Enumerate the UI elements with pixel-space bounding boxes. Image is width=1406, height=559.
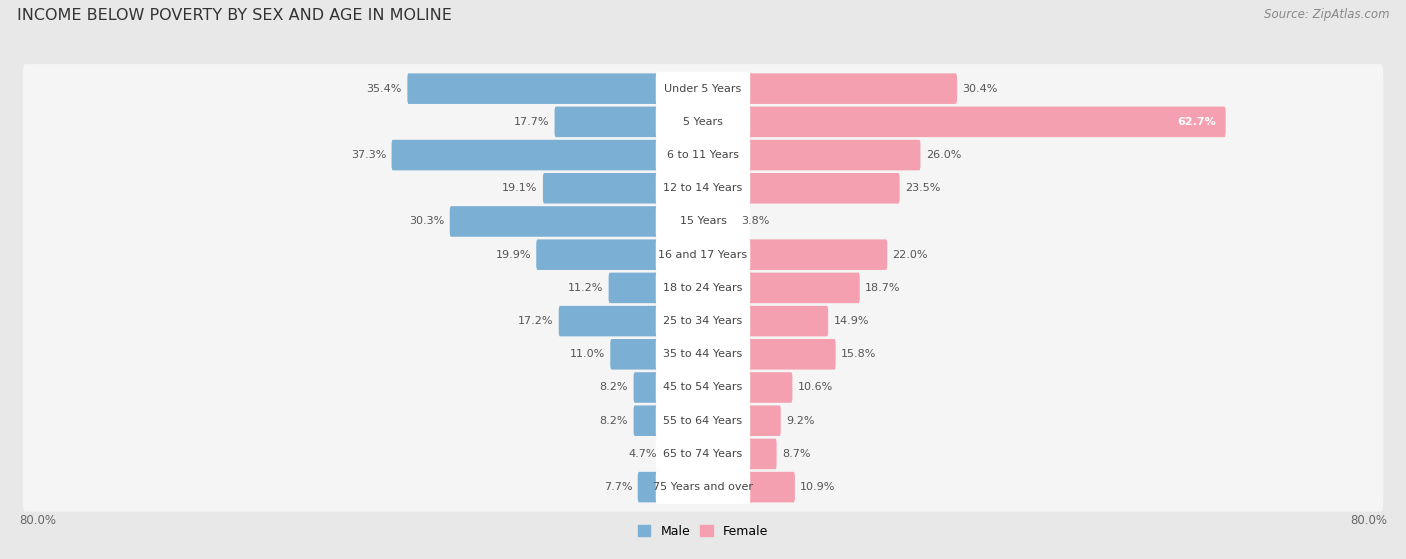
FancyBboxPatch shape — [702, 140, 921, 170]
Text: 30.3%: 30.3% — [409, 216, 444, 226]
FancyBboxPatch shape — [655, 205, 751, 238]
Text: 23.5%: 23.5% — [905, 183, 941, 193]
Text: 26.0%: 26.0% — [927, 150, 962, 160]
Text: 17.7%: 17.7% — [513, 117, 550, 127]
FancyBboxPatch shape — [662, 439, 704, 469]
Text: 14.9%: 14.9% — [834, 316, 869, 326]
Text: Under 5 Years: Under 5 Years — [665, 84, 741, 94]
Text: INCOME BELOW POVERTY BY SEX AND AGE IN MOLINE: INCOME BELOW POVERTY BY SEX AND AGE IN M… — [17, 8, 451, 23]
FancyBboxPatch shape — [655, 404, 751, 438]
FancyBboxPatch shape — [655, 138, 751, 172]
Text: 19.1%: 19.1% — [502, 183, 537, 193]
FancyBboxPatch shape — [655, 271, 751, 305]
Text: 10.6%: 10.6% — [797, 382, 832, 392]
FancyBboxPatch shape — [655, 238, 751, 272]
FancyBboxPatch shape — [634, 405, 704, 436]
Text: Source: ZipAtlas.com: Source: ZipAtlas.com — [1264, 8, 1389, 21]
Text: 16 and 17 Years: 16 and 17 Years — [658, 250, 748, 260]
Text: 37.3%: 37.3% — [350, 150, 387, 160]
FancyBboxPatch shape — [22, 130, 1384, 179]
FancyBboxPatch shape — [655, 371, 751, 404]
FancyBboxPatch shape — [22, 64, 1384, 113]
FancyBboxPatch shape — [22, 197, 1384, 246]
FancyBboxPatch shape — [702, 173, 900, 203]
FancyBboxPatch shape — [655, 172, 751, 205]
FancyBboxPatch shape — [702, 405, 780, 436]
FancyBboxPatch shape — [450, 206, 704, 237]
FancyBboxPatch shape — [391, 140, 704, 170]
Text: 7.7%: 7.7% — [603, 482, 633, 492]
Text: 10.9%: 10.9% — [800, 482, 835, 492]
FancyBboxPatch shape — [655, 304, 751, 338]
Text: 35.4%: 35.4% — [367, 84, 402, 94]
Text: 75 Years and over: 75 Years and over — [652, 482, 754, 492]
FancyBboxPatch shape — [655, 470, 751, 504]
FancyBboxPatch shape — [22, 164, 1384, 213]
Text: 15.8%: 15.8% — [841, 349, 876, 359]
FancyBboxPatch shape — [655, 105, 751, 139]
FancyBboxPatch shape — [22, 230, 1384, 280]
FancyBboxPatch shape — [702, 206, 735, 237]
Text: 11.2%: 11.2% — [568, 283, 603, 293]
Text: 11.0%: 11.0% — [569, 349, 605, 359]
Text: 3.8%: 3.8% — [741, 216, 769, 226]
Text: 30.4%: 30.4% — [963, 84, 998, 94]
FancyBboxPatch shape — [702, 439, 776, 469]
FancyBboxPatch shape — [22, 429, 1384, 479]
Text: 45 to 54 Years: 45 to 54 Years — [664, 382, 742, 392]
Text: 8.2%: 8.2% — [599, 416, 628, 426]
Text: 5 Years: 5 Years — [683, 117, 723, 127]
FancyBboxPatch shape — [554, 107, 704, 137]
FancyBboxPatch shape — [22, 263, 1384, 312]
Text: 19.9%: 19.9% — [495, 250, 531, 260]
FancyBboxPatch shape — [655, 72, 751, 106]
Text: 35 to 44 Years: 35 to 44 Years — [664, 349, 742, 359]
Text: 18.7%: 18.7% — [865, 283, 901, 293]
FancyBboxPatch shape — [702, 339, 835, 369]
FancyBboxPatch shape — [558, 306, 704, 337]
FancyBboxPatch shape — [702, 107, 1226, 137]
FancyBboxPatch shape — [702, 472, 794, 503]
Text: 62.7%: 62.7% — [1177, 117, 1216, 127]
Text: 18 to 24 Years: 18 to 24 Years — [664, 283, 742, 293]
FancyBboxPatch shape — [702, 306, 828, 337]
FancyBboxPatch shape — [22, 363, 1384, 412]
FancyBboxPatch shape — [22, 97, 1384, 146]
FancyBboxPatch shape — [22, 396, 1384, 446]
FancyBboxPatch shape — [702, 273, 859, 303]
FancyBboxPatch shape — [702, 239, 887, 270]
FancyBboxPatch shape — [702, 73, 957, 104]
Text: 4.7%: 4.7% — [628, 449, 657, 459]
FancyBboxPatch shape — [634, 372, 704, 403]
Text: 8.2%: 8.2% — [599, 382, 628, 392]
FancyBboxPatch shape — [638, 472, 704, 503]
Text: 17.2%: 17.2% — [517, 316, 554, 326]
Text: 22.0%: 22.0% — [893, 250, 928, 260]
FancyBboxPatch shape — [536, 239, 704, 270]
Legend: Male, Female: Male, Female — [638, 525, 768, 538]
FancyBboxPatch shape — [408, 73, 704, 104]
FancyBboxPatch shape — [543, 173, 704, 203]
FancyBboxPatch shape — [609, 273, 704, 303]
Text: 65 to 74 Years: 65 to 74 Years — [664, 449, 742, 459]
FancyBboxPatch shape — [610, 339, 704, 369]
FancyBboxPatch shape — [22, 462, 1384, 511]
FancyBboxPatch shape — [655, 437, 751, 471]
Text: 25 to 34 Years: 25 to 34 Years — [664, 316, 742, 326]
Text: 6 to 11 Years: 6 to 11 Years — [666, 150, 740, 160]
FancyBboxPatch shape — [22, 296, 1384, 345]
Text: 9.2%: 9.2% — [786, 416, 814, 426]
Text: 55 to 64 Years: 55 to 64 Years — [664, 416, 742, 426]
FancyBboxPatch shape — [655, 338, 751, 371]
FancyBboxPatch shape — [702, 372, 793, 403]
Text: 8.7%: 8.7% — [782, 449, 810, 459]
Text: 15 Years: 15 Years — [679, 216, 727, 226]
Text: 12 to 14 Years: 12 to 14 Years — [664, 183, 742, 193]
FancyBboxPatch shape — [22, 330, 1384, 379]
